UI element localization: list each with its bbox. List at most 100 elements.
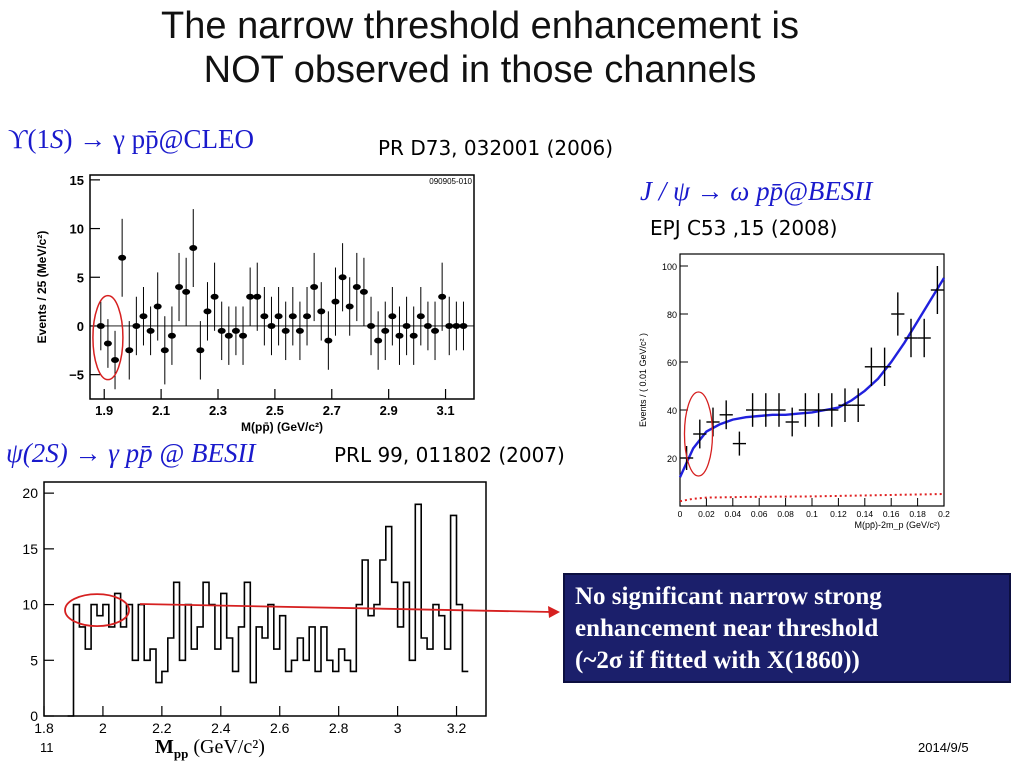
cleo-ylabel: Events / 25 (MeV/c²) xyxy=(35,231,49,344)
cleo-xtick-label: 2.5 xyxy=(266,403,284,418)
cleo-data-point xyxy=(153,303,162,310)
cleo-xtick-label: 2.7 xyxy=(323,403,341,418)
besii-omega-reaction: J / ψ → ω pp̄@BESII xyxy=(640,176,873,206)
psi2s-reference: PRL 99, 011802 (2007) xyxy=(334,443,565,467)
besii-omega-plot: 20 40 60 80 100 0 0.02 0.04 0.06 0.08 0.1 0.12 0.14 0… xyxy=(632,244,958,530)
conclusion-line-2: enhancement near threshold xyxy=(575,615,879,642)
cleo-data-point xyxy=(103,340,112,347)
psi2s-xlabel-units: (GeV/c²) xyxy=(188,736,265,758)
cleo-data-point xyxy=(317,308,326,315)
cleo-data-point xyxy=(367,322,376,329)
psi-xtick-label: 2.6 xyxy=(270,720,290,736)
psi-xtick-label: 2.8 xyxy=(329,720,349,736)
cleo-xtick-label: 2.3 xyxy=(209,403,227,418)
cleo-data-point xyxy=(295,327,304,334)
psi-frame xyxy=(43,481,487,717)
cleo-reaction-prefix: ϒ(1 xyxy=(8,124,50,154)
omega-xtick-label: 0.2 xyxy=(938,509,950,519)
besii-omega-reference: EPJ C53 ,15 (2008) xyxy=(650,216,838,240)
cleo-data-point xyxy=(196,347,205,354)
cleo-reaction-suffix: ) → γ pp̄@CLEO xyxy=(63,124,255,154)
cleo-data-point xyxy=(402,322,411,329)
omega-ytick-label: 100 xyxy=(662,262,677,272)
cleo-data-point xyxy=(452,322,461,329)
omega-xtick-label: 0.08 xyxy=(777,509,794,519)
cleo-data-point xyxy=(175,284,184,290)
omega-ytick-label: 20 xyxy=(667,454,677,464)
omega-background-curve xyxy=(679,493,945,503)
cleo-data-point xyxy=(274,313,283,320)
psi-ytick-label: 0 xyxy=(30,708,38,724)
psi2s-reaction: ψ(2S) → γ pp̄ @ BESII xyxy=(6,438,256,468)
cleo-data-point xyxy=(210,293,219,300)
psi-xtick-label: 2.2 xyxy=(152,720,172,736)
cleo-data-point xyxy=(139,313,148,320)
psi2s-chart: 0 5 10 15 20 1.8 2 2.2 2.4 2.6 2.8 3 3.2 xyxy=(22,481,487,736)
cleo-ytick-label: 5 xyxy=(77,270,84,285)
cleo-data-point xyxy=(374,337,383,344)
cleo-threshold-circle xyxy=(92,294,124,381)
cleo-xtick-label: 2.1 xyxy=(152,403,170,418)
cleo-data-point xyxy=(125,347,134,354)
cleo-data-point xyxy=(132,322,141,329)
psi-threshold-circle xyxy=(64,593,130,628)
omega-xtick-label: 0.18 xyxy=(909,509,926,519)
cleo-data-point xyxy=(118,254,127,261)
cleo-frame xyxy=(89,174,475,400)
psi-histogram xyxy=(67,503,469,717)
cleo-reaction: ϒ(1S) → γ pp̄@CLEO xyxy=(8,124,254,155)
omega-xtick-label: 0.1 xyxy=(806,509,818,519)
cleo-data-point xyxy=(224,332,233,339)
cleo-data-point xyxy=(267,322,276,329)
omega-ylabel: Events / ( 0.01 GeV/c² ) xyxy=(638,333,648,427)
cleo-data-point xyxy=(409,332,418,339)
psi-xtick-label: 3.2 xyxy=(447,720,467,736)
cleo-ytick-label: 0 xyxy=(77,319,84,334)
omega-xtick-label: 0.14 xyxy=(857,509,874,519)
cleo-xtick-label: 3.1 xyxy=(437,403,455,418)
psi-ytick-label: 10 xyxy=(22,597,38,613)
page-number: 11 xyxy=(40,740,54,755)
psi2s-xlabel-sub: pp xyxy=(173,746,189,761)
cleo-reference: PR D73, 032001 (2006) xyxy=(378,136,614,160)
omega-xlabel: M(pp̄)-2m_p (GeV/c²) xyxy=(854,520,940,530)
cleo-data-point xyxy=(167,332,176,339)
cleo-data-point xyxy=(182,288,191,295)
cleo-ytick-label: −5 xyxy=(69,368,84,383)
conclusion-line-3: (~2σ if fitted with X(1860)) xyxy=(575,647,860,674)
psi-xtick-label: 3 xyxy=(394,720,402,736)
cleo-data-point xyxy=(459,322,468,329)
cleo-data-point xyxy=(324,337,333,344)
cleo-data-point xyxy=(160,347,169,354)
omega-xtick-label: 0.16 xyxy=(883,509,900,519)
cleo-data-point xyxy=(288,313,297,320)
cleo-chart: −5 0 5 10 15 1.9 2.1 2.3 2.5 2.7 2.9 3.1 M(pp̄) (GeV… xyxy=(35,173,475,434)
cleo-reaction-s: S xyxy=(50,124,64,154)
cleo-ytick-label: 10 xyxy=(70,222,84,237)
psi-ytick-label: 20 xyxy=(22,485,38,501)
omega-ytick-label: 80 xyxy=(667,310,677,320)
cleo-data-point xyxy=(445,322,454,329)
cleo-xlabel: M(pp̄) (GeV/c²) xyxy=(241,420,323,434)
cleo-data-point xyxy=(345,303,354,310)
cleo-data-point xyxy=(388,313,397,320)
omega-xtick-label: 0.12 xyxy=(830,509,847,519)
cleo-data-point xyxy=(423,322,432,329)
slide-date: 2014/9/5 xyxy=(918,740,969,755)
cleo-data-point xyxy=(260,313,269,320)
psi2s-xlabel-main: M xyxy=(155,736,174,758)
cleo-data-point xyxy=(359,288,368,295)
omega-frame xyxy=(679,253,945,507)
cleo-data-point xyxy=(231,327,240,334)
conclusion-line-1: No significant narrow strong xyxy=(575,583,882,610)
cleo-data-point xyxy=(189,245,198,252)
psi-ytick-label: 5 xyxy=(30,652,38,668)
cleo-xtick-label: 1.9 xyxy=(95,403,113,418)
cleo-data-point xyxy=(381,327,390,334)
cleo-data-point xyxy=(431,327,440,334)
cleo-data-point xyxy=(338,274,347,281)
slide-title: The narrow threshold enhancement is NOT … xyxy=(60,4,900,92)
title-line-1: The narrow threshold enhancement is xyxy=(161,5,799,47)
cleo-data-point xyxy=(111,357,120,364)
psi2s-xlabel: Mpp (GeV/c²) xyxy=(155,736,265,762)
